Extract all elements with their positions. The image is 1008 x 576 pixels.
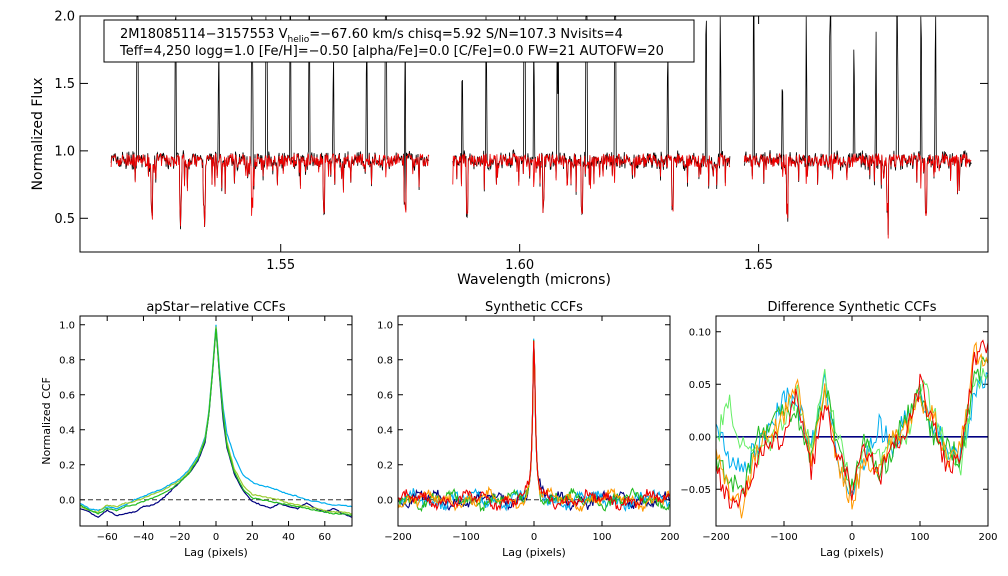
x-tick-label: 0 (213, 532, 219, 543)
x-tick-label: 100 (910, 532, 929, 543)
x-tick-label: 1.55 (266, 258, 295, 273)
y-tick-label: 0.2 (377, 460, 393, 471)
y-tick-label: 0.00 (689, 432, 711, 443)
y-tick-label: 1.0 (377, 320, 393, 331)
difference-ccf-x-label: Lag (pixels) (820, 546, 884, 559)
x-tick-label: −100 (452, 532, 479, 543)
spectrum-y-label: Normalized Flux (30, 78, 46, 191)
apstar-ccf-title: apStar−relative CCFs (146, 300, 286, 315)
info-line-1-prefix: 2M18085114−3157553 V (120, 27, 288, 42)
synthetic-ccf-title: Synthetic CCFs (485, 300, 583, 315)
y-tick-label: 0.05 (689, 380, 711, 391)
info-line-1: 2M18085114−3157553 Vhelio=−67.60 km/s ch… (120, 27, 623, 45)
apstar-ccf-data (79, 324, 353, 519)
apstar-ccf-x-label: Lag (pixels) (184, 546, 248, 559)
x-tick-label: 60 (318, 532, 331, 543)
y-tick-label: 0.8 (59, 355, 75, 366)
y-tick-label: 1.0 (54, 144, 75, 159)
x-tick-label: 20 (246, 532, 259, 543)
x-tick-label: 40 (282, 532, 295, 543)
difference-ccf-frame (715, 315, 989, 527)
synthetic-ccf-panel: Synthetic CCFs −200 −100 0 100 200 0.0 0.2 0.4 0… (377, 300, 679, 559)
x-tick-label: −100 (770, 532, 797, 543)
x-tick-label: 0 (849, 532, 855, 543)
x-tick-label: 1.65 (744, 258, 773, 273)
synthetic-ccf-data (397, 338, 670, 513)
model-spectrum-line (743, 152, 972, 239)
x-tick-label: 1.60 (505, 258, 534, 273)
apstar-ccf-y-label: Normalized CCF (40, 377, 53, 465)
y-tick-label: 0.6 (377, 390, 393, 401)
x-tick-label: −200 (384, 532, 411, 543)
x-tick-label: −40 (133, 532, 154, 543)
x-tick-label: 100 (592, 532, 611, 543)
difference-ccf-line (715, 341, 989, 519)
info-box (103, 19, 695, 63)
y-tick-label: 0.6 (59, 390, 75, 401)
y-tick-label: 1.5 (54, 77, 75, 92)
spectrum-panel: 1.55 1.60 1.65 0.5 1.0 1.5 2.0 2M18085114−3157… (30, 10, 989, 288)
y-tick-label: −0.05 (680, 485, 711, 496)
x-tick-label: −200 (702, 532, 729, 543)
difference-ccf-title: Difference Synthetic CCFs (767, 300, 936, 315)
y-tick-label: 0.0 (377, 495, 393, 506)
info-line-1-sub: helio (287, 35, 309, 45)
spectrum-x-label: Wavelength (microns) (457, 272, 611, 288)
synthetic-ccf-frame (397, 315, 671, 527)
y-tick-label: 0.8 (377, 355, 393, 366)
difference-ccf-line (715, 339, 989, 509)
y-tick-label: 0.4 (377, 425, 393, 436)
synthetic-ccf-line (397, 338, 670, 512)
x-tick-label: −60 (97, 532, 118, 543)
apstar-ccf-panel: apStar−relative CCFs −60 −40 −20 0 20 40 60 0.0… (40, 300, 353, 559)
synthetic-ccf-x-label: Lag (pixels) (502, 546, 566, 559)
apstar-ccf-frame (79, 315, 353, 527)
y-tick-label: 0.0 (59, 495, 75, 506)
x-tick-label: 200 (978, 532, 997, 543)
info-line-1-suffix: =−67.60 km/s chisq=5.92 S/N=107.3 Nvisit… (309, 27, 623, 42)
difference-ccf-panel: Difference Synthetic CCFs −200 −100 0 100 20… (680, 300, 997, 559)
synthetic-ccf-ticks: −200 −100 0 100 200 0.0 0.2 0.4 0.6 0.8 1.0 (377, 316, 680, 543)
y-tick-label: 0.4 (59, 425, 75, 436)
y-tick-label: 0.2 (59, 460, 75, 471)
difference-ccf-data (715, 339, 989, 519)
model-spectrum-line (110, 152, 430, 227)
ccf-series-line (79, 328, 353, 517)
x-tick-label: 200 (660, 532, 679, 543)
model-spectrum-line (452, 152, 731, 215)
apstar-ccf-ticks: −60 −40 −20 0 20 40 60 0.0 0.2 0.4 0.6 0.8 1.0 (59, 316, 352, 543)
y-tick-label: 0.10 (689, 327, 711, 338)
y-tick-label: 0.5 (54, 212, 75, 227)
info-line-2: Teff=4,250 logg=1.0 [Fe/H]=−0.50 [alpha/… (119, 44, 664, 59)
y-tick-label: 1.0 (59, 320, 75, 331)
synthetic-ccf-line (397, 340, 670, 512)
spectrum-frame (79, 15, 989, 253)
ccf-series-line (79, 326, 352, 515)
difference-ccf-line (715, 355, 989, 495)
x-tick-label: 0 (531, 532, 537, 543)
spectrum-data (110, 16, 972, 239)
x-tick-label: −20 (169, 532, 190, 543)
y-tick-label: 2.0 (54, 10, 75, 25)
